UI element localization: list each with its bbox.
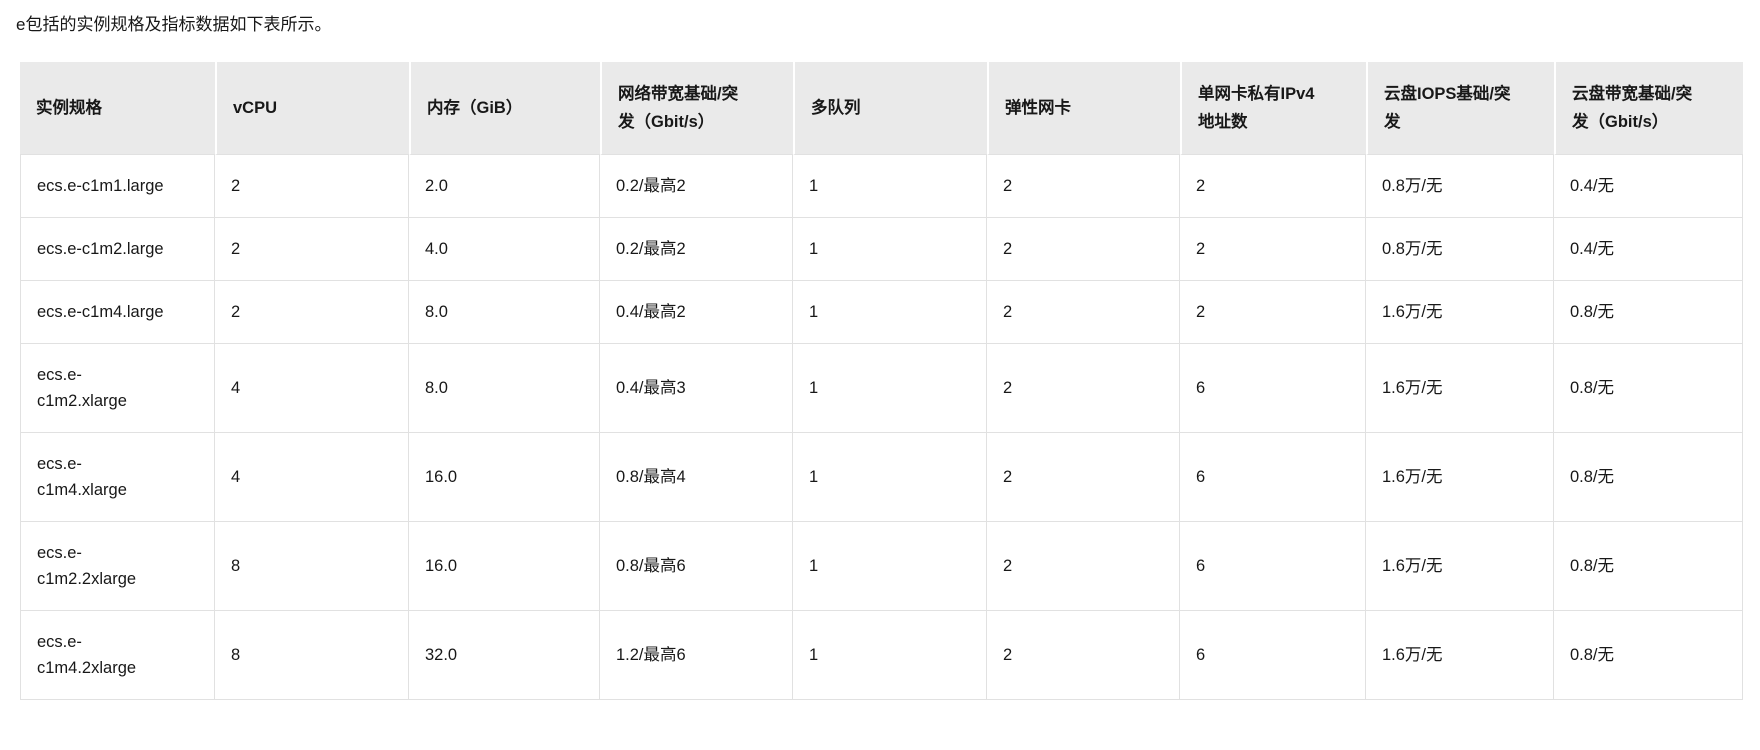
column-header-vcpu: vCPU bbox=[215, 62, 409, 155]
column-header-network-bandwidth: 网络带宽基础/突 发（Gbit/s） bbox=[600, 62, 793, 155]
table-cell-memory-gib: 4.0 bbox=[409, 218, 600, 281]
table-cell-disk-bandwidth: 0.8/无 bbox=[1554, 281, 1743, 344]
table-cell-multi-queue: 1 bbox=[793, 155, 987, 218]
table-cell-disk-bandwidth: 0.8/无 bbox=[1554, 611, 1743, 700]
table-cell-memory-gib: 2.0 bbox=[409, 155, 600, 218]
table-row: ecs.e- c1m4.xlarge 4 16.0 0.8/最高4 1 2 6 1.6万/无 0… bbox=[20, 433, 1743, 522]
table-cell-vcpu: 4 bbox=[215, 344, 409, 433]
table-cell-instance-spec: ecs.e- c1m4.2xlarge bbox=[20, 611, 215, 700]
table-cell-network-bandwidth: 0.8/最高6 bbox=[600, 522, 793, 611]
header-row: 实例规格 vCPU 内存（GiB） 网络带宽基础/突 发（Gbit/s） 多队列 弹性网卡… bbox=[20, 62, 1743, 155]
table-cell-private-ipv4-count: 6 bbox=[1180, 522, 1366, 611]
table-cell-instance-spec: ecs.e-c1m1.large bbox=[20, 155, 215, 218]
table-cell-network-bandwidth: 0.4/最高3 bbox=[600, 344, 793, 433]
table-cell-disk-bandwidth: 0.8/无 bbox=[1554, 433, 1743, 522]
table-cell-disk-iops: 0.8万/无 bbox=[1366, 155, 1554, 218]
column-header-disk-bandwidth: 云盘带宽基础/突 发（Gbit/s） bbox=[1554, 62, 1743, 155]
table-cell-private-ipv4-count: 6 bbox=[1180, 433, 1366, 522]
table-row: ecs.e-c1m4.large 2 8.0 0.4/最高2 1 2 2 1.6万/无 0.8/… bbox=[20, 281, 1743, 344]
table-cell-network-bandwidth: 0.8/最高4 bbox=[600, 433, 793, 522]
column-header-instance-spec: 实例规格 bbox=[20, 62, 215, 155]
table-cell-vcpu: 8 bbox=[215, 611, 409, 700]
table-cell-memory-gib: 32.0 bbox=[409, 611, 600, 700]
table-cell-disk-bandwidth: 0.8/无 bbox=[1554, 522, 1743, 611]
table-cell-eni: 2 bbox=[987, 433, 1180, 522]
table-cell-vcpu: 8 bbox=[215, 522, 409, 611]
table-cell-network-bandwidth: 0.4/最高2 bbox=[600, 281, 793, 344]
table-cell-disk-iops: 1.6万/无 bbox=[1366, 522, 1554, 611]
table-cell-private-ipv4-count: 2 bbox=[1180, 281, 1366, 344]
table-header: 实例规格 vCPU 内存（GiB） 网络带宽基础/突 发（Gbit/s） 多队列 弹性网卡… bbox=[20, 62, 1743, 155]
table-cell-disk-iops: 1.6万/无 bbox=[1366, 281, 1554, 344]
table-cell-network-bandwidth: 1.2/最高6 bbox=[600, 611, 793, 700]
table-cell-multi-queue: 1 bbox=[793, 218, 987, 281]
column-header-private-ipv4-count: 单网卡私有IPv4 地址数 bbox=[1180, 62, 1366, 155]
table-cell-private-ipv4-count: 2 bbox=[1180, 218, 1366, 281]
column-header-disk-iops: 云盘IOPS基础/突 发 bbox=[1366, 62, 1554, 155]
table-cell-network-bandwidth: 0.2/最高2 bbox=[600, 218, 793, 281]
table-cell-disk-bandwidth: 0.4/无 bbox=[1554, 218, 1743, 281]
table-cell-vcpu: 2 bbox=[215, 155, 409, 218]
table-cell-disk-iops: 1.6万/无 bbox=[1366, 344, 1554, 433]
table-row: ecs.e-c1m2.large 2 4.0 0.2/最高2 1 2 2 0.8万/无 0.4/… bbox=[20, 218, 1743, 281]
table-row: ecs.e- c1m2.2xlarge 8 16.0 0.8/最高6 1 2 6 1.6万/无… bbox=[20, 522, 1743, 611]
table-cell-eni: 2 bbox=[987, 218, 1180, 281]
table-cell-memory-gib: 8.0 bbox=[409, 344, 600, 433]
table-cell-eni: 2 bbox=[987, 611, 1180, 700]
table-cell-vcpu: 4 bbox=[215, 433, 409, 522]
table-cell-multi-queue: 1 bbox=[793, 281, 987, 344]
table-body: ecs.e-c1m1.large 2 2.0 0.2/最高2 1 2 2 0.8万/无 0.4/… bbox=[20, 155, 1743, 700]
table-cell-instance-spec: ecs.e-c1m4.large bbox=[20, 281, 215, 344]
table-cell-multi-queue: 1 bbox=[793, 433, 987, 522]
table-cell-eni: 2 bbox=[987, 522, 1180, 611]
table-cell-memory-gib: 16.0 bbox=[409, 522, 600, 611]
table-cell-disk-iops: 1.6万/无 bbox=[1366, 611, 1554, 700]
table-cell-network-bandwidth: 0.2/最高2 bbox=[600, 155, 793, 218]
table-row: ecs.e- c1m4.2xlarge 8 32.0 1.2/最高6 1 2 6 1.6万/无… bbox=[20, 611, 1743, 700]
column-header-eni: 弹性网卡 bbox=[987, 62, 1180, 155]
table-cell-multi-queue: 1 bbox=[793, 611, 987, 700]
instance-spec-table: 实例规格 vCPU 内存（GiB） 网络带宽基础/突 发（Gbit/s） 多队列 弹性网卡… bbox=[20, 62, 1743, 700]
table-row: ecs.e-c1m1.large 2 2.0 0.2/最高2 1 2 2 0.8万/无 0.4/… bbox=[20, 155, 1743, 218]
table-cell-memory-gib: 8.0 bbox=[409, 281, 600, 344]
table-cell-disk-bandwidth: 0.4/无 bbox=[1554, 155, 1743, 218]
table-cell-multi-queue: 1 bbox=[793, 344, 987, 433]
table-cell-eni: 2 bbox=[987, 344, 1180, 433]
table-cell-vcpu: 2 bbox=[215, 218, 409, 281]
column-header-memory-gib: 内存（GiB） bbox=[409, 62, 600, 155]
table-cell-instance-spec: ecs.e-c1m2.large bbox=[20, 218, 215, 281]
table-cell-private-ipv4-count: 2 bbox=[1180, 155, 1366, 218]
table-cell-eni: 2 bbox=[987, 281, 1180, 344]
table-cell-instance-spec: ecs.e- c1m2.xlarge bbox=[20, 344, 215, 433]
table-cell-disk-bandwidth: 0.8/无 bbox=[1554, 344, 1743, 433]
table-row: ecs.e- c1m2.xlarge 4 8.0 0.4/最高3 1 2 6 1.6万/无 0.… bbox=[20, 344, 1743, 433]
table-cell-disk-iops: 0.8万/无 bbox=[1366, 218, 1554, 281]
table-cell-memory-gib: 16.0 bbox=[409, 433, 600, 522]
table-cell-eni: 2 bbox=[987, 155, 1180, 218]
table-cell-private-ipv4-count: 6 bbox=[1180, 344, 1366, 433]
table-cell-private-ipv4-count: 6 bbox=[1180, 611, 1366, 700]
table-cell-multi-queue: 1 bbox=[793, 522, 987, 611]
table-cell-disk-iops: 1.6万/无 bbox=[1366, 433, 1554, 522]
table-cell-vcpu: 2 bbox=[215, 281, 409, 344]
table-cell-instance-spec: ecs.e- c1m2.2xlarge bbox=[20, 522, 215, 611]
column-header-multi-queue: 多队列 bbox=[793, 62, 987, 155]
intro-text: e包括的实例规格及指标数据如下表所示。 bbox=[16, 15, 332, 34]
table-cell-instance-spec: ecs.e- c1m4.xlarge bbox=[20, 433, 215, 522]
